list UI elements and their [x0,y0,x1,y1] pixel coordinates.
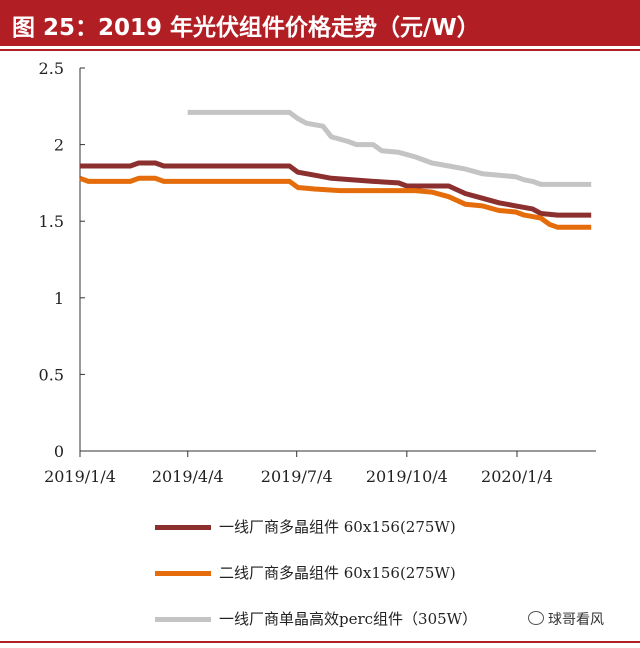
series-line-3 [187,109,592,187]
series-line-2 [79,175,592,230]
legend-swatch-series-1 [155,525,211,530]
x-tick-label: 2020/1/4 [481,467,553,486]
watermark: 球哥看风 [528,609,604,629]
y-tick-label: 0 [54,442,64,461]
y-tick-label: 2 [54,136,64,155]
legend-swatch-series-3 [155,617,211,622]
title-divider [0,49,640,51]
legend-swatch-series-2 [155,571,211,576]
y-ticks: 2.5 2 1.5 1 0.5 0 [39,59,85,461]
series-lines [79,109,592,230]
legend-item-series-1: 一线厂商多晶组件 60x156(275W) [155,514,595,540]
y-tick-label: 2.5 [39,59,64,78]
legend-label-series-1: 一线厂商多晶组件 60x156(275W) [219,518,456,536]
x-ticks: 2019/1/4 2019/4/4 2019/7/4 2019/10/4 2020/1/… [44,451,553,486]
y-tick-label: 0.5 [39,365,64,384]
wechat-icon [528,611,544,625]
watermark-text: 球哥看风 [548,612,604,628]
legend-label-series-2: 二线厂商多晶组件 60x156(275W) [219,564,456,582]
x-tick-label: 2019/1/4 [44,467,116,486]
chart-axes [79,68,596,452]
x-tick-label: 2019/10/4 [366,467,448,486]
x-tick-label: 2019/7/4 [261,467,333,486]
page-title: 图 25：2019 年光伏组件价格走势（元/W） [12,15,480,41]
line-chart: 2.521.510.50 2019/1/4 2019/4/4 2019/7/4 201… [39,59,596,486]
y-tick-label: 1.5 [39,212,64,231]
legend-item-series-2: 二线厂商多晶组件 60x156(275W) [155,560,595,586]
legend-label-series-3: 一线厂商单晶高效perc组件（305W） [219,610,478,628]
footer-divider [0,641,640,643]
x-tick-label: 2019/4/4 [152,467,224,486]
series-line-1 [80,160,592,218]
legend-item-series-3: 一线厂商单晶高效perc组件（305W） [155,606,595,632]
y-tick-label: 1 [54,289,64,308]
title-bar: 图 25：2019 年光伏组件价格走势（元/W） [0,0,640,46]
